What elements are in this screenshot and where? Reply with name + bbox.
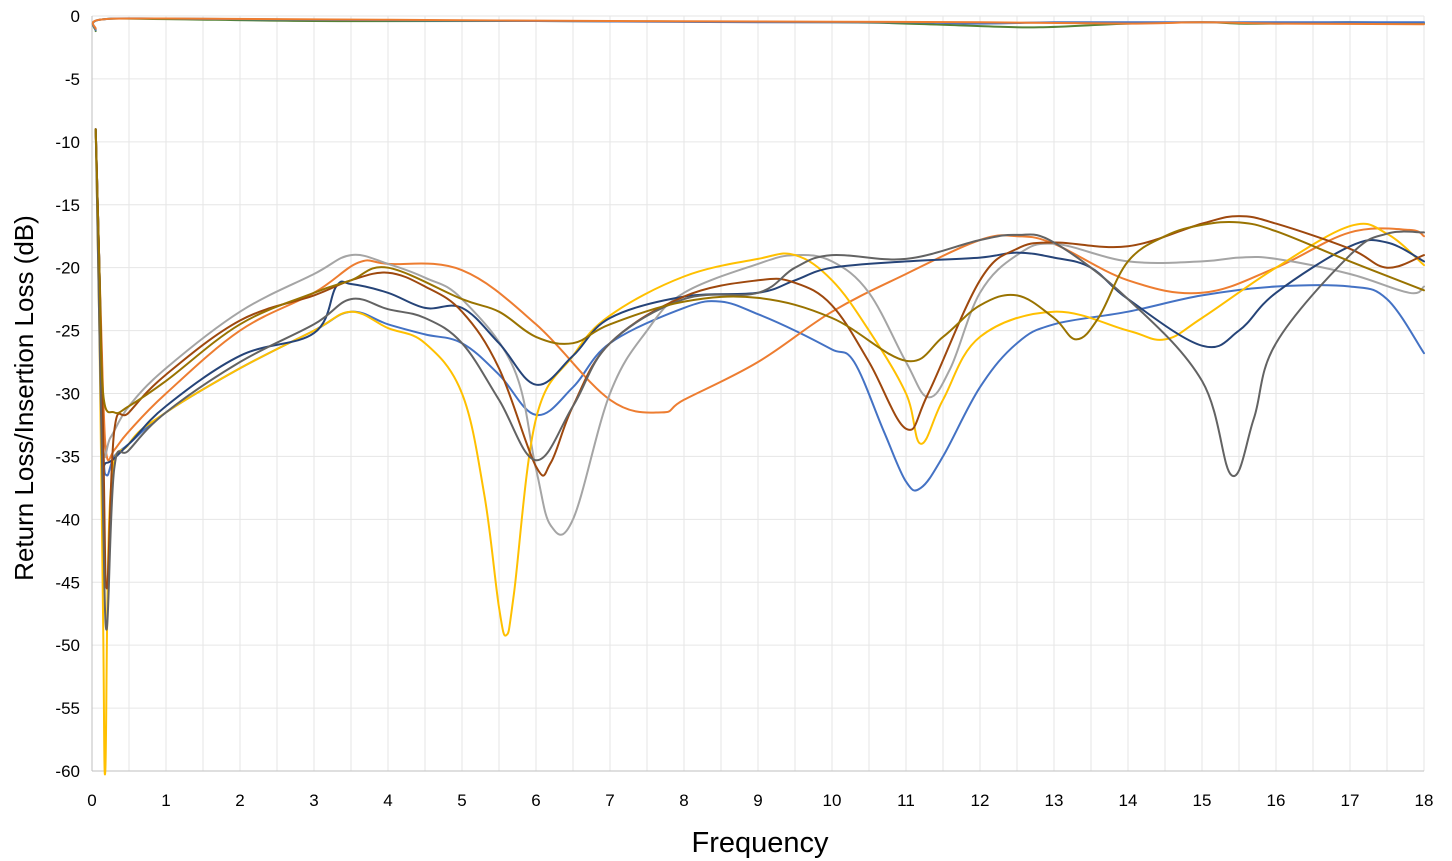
series-line-6 xyxy=(94,128,1425,536)
series-group xyxy=(91,17,1425,776)
series-line-10 xyxy=(94,128,1425,631)
x-tick-label: 5 xyxy=(457,791,466,810)
x-tick-label: 15 xyxy=(1193,791,1212,810)
x-tick-label: 17 xyxy=(1341,791,1360,810)
x-tick-label: 4 xyxy=(383,791,392,810)
x-tick-label: 12 xyxy=(971,791,990,810)
y-tick-label: 0 xyxy=(71,7,80,26)
x-tick-label: 13 xyxy=(1045,791,1064,810)
series-line-4 xyxy=(94,128,1425,492)
x-tick-label: 9 xyxy=(753,791,762,810)
y-tick-label: -15 xyxy=(55,196,80,215)
x-tick-label: 6 xyxy=(531,791,540,810)
x-tick-label: 18 xyxy=(1415,791,1434,810)
x-tick-label: 10 xyxy=(823,791,842,810)
x-tick-label: 11 xyxy=(897,791,915,810)
x-tick-label: 14 xyxy=(1119,791,1138,810)
x-tick-label: 1 xyxy=(161,791,170,810)
x-axis-title: Frequency xyxy=(691,827,829,859)
series-line-8 xyxy=(94,128,1425,468)
y-tick-label: -5 xyxy=(65,70,80,89)
x-tick-labels: 0 1 2 3 4 5 6 7 8 9 10 11 12 13 14 15 16 17 18 xyxy=(87,791,1433,810)
x-tick-label: 2 xyxy=(235,791,244,810)
y-tick-label: -35 xyxy=(55,447,80,466)
x-tick-label: 8 xyxy=(679,791,688,810)
y-tick-labels: 0 -5 -10 -15 -20 -25 -30 -35 -40 -45 -50 -55 -60 xyxy=(55,7,80,781)
y-tick-label: -25 xyxy=(55,322,80,341)
y-tick-label: -60 xyxy=(55,762,80,781)
x-tick-label: 16 xyxy=(1267,791,1286,810)
x-tick-label: 7 xyxy=(605,791,614,810)
y-tick-label: -45 xyxy=(55,573,80,592)
series-line-5 xyxy=(94,128,1425,462)
y-tick-label: -10 xyxy=(55,133,80,152)
y-tick-label: -40 xyxy=(55,510,80,529)
series-line-7 xyxy=(94,128,1425,776)
y-tick-label: -20 xyxy=(55,259,80,278)
y-tick-label: -50 xyxy=(55,636,80,655)
y-tick-label: -55 xyxy=(55,699,80,718)
y-tick-label: -30 xyxy=(55,385,80,404)
x-tick-label: 0 xyxy=(87,791,96,810)
x-tick-label: 3 xyxy=(309,791,318,810)
series-line-3 xyxy=(91,17,1425,30)
y-axis-title: Return Loss/Insertion Loss (dB) xyxy=(9,215,39,581)
axes xyxy=(91,16,1424,772)
gridlines xyxy=(92,15,1425,771)
series-line-11 xyxy=(94,128,1425,415)
